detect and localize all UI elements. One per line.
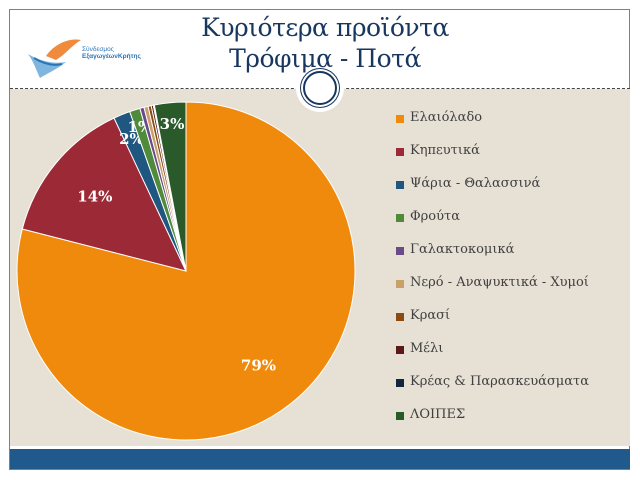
title-line1: Κυριότερα προϊόντα — [201, 13, 449, 42]
legend-swatch — [396, 115, 404, 123]
legend: Ελαιόλαδο Κηπευτικά Ψάρια - Θαλασσινά Φρούτ… — [396, 110, 589, 440]
legend-swatch — [396, 346, 404, 354]
legend-label: Νερό - Αναψυκτικά - Χυμοί — [410, 275, 589, 290]
pie-slice-1 — [21, 117, 187, 272]
logo: Σύνδεσμος ΕξαγωγέωνΚρήτης — [26, 34, 141, 80]
legend-swatch — [396, 412, 404, 420]
legend-label: Γαλακτοκομικά — [410, 242, 515, 257]
legend-swatch — [396, 280, 404, 288]
circle-ornament — [303, 71, 337, 105]
legend-label: Κηπευτικά — [410, 143, 480, 158]
pie-slice-0 — [16, 101, 356, 441]
pie-slice-9 — [153, 101, 187, 272]
legend-swatch — [396, 379, 404, 387]
legend-item: Ψάρια - Θαλασσινά — [396, 176, 589, 209]
legend-label: Φρούτα — [410, 209, 461, 224]
page-title: Κυριότερα προϊόντα Τρόφιμα - Ποτά — [160, 12, 490, 74]
legend-item: Φρούτα — [396, 209, 589, 242]
legend-swatch — [396, 247, 404, 255]
legend-item: Κηπευτικά — [396, 143, 589, 176]
title-line2: Τρόφιμα - Ποτά — [229, 44, 421, 73]
logo-text-line2: ΕξαγωγέωνΚρήτης — [82, 53, 141, 60]
legend-swatch — [396, 181, 404, 189]
legend-item: ΛΟΙΠΕΣ — [396, 407, 589, 440]
data-label-9: 3% — [160, 115, 185, 133]
legend-label: Κρέας & Παρασκευάσματα — [410, 374, 590, 389]
legend-label: Μέλι — [410, 341, 444, 356]
logo-text-line1: Σύνδεσμος — [82, 46, 114, 53]
legend-item: Ελαιόλαδο — [396, 110, 589, 143]
legend-item: Κρέας & Παρασκευάσματα — [396, 374, 589, 407]
legend-label: ΛΟΙΠΕΣ — [410, 407, 466, 422]
logo-swoosh-icon — [28, 39, 81, 78]
legend-swatch — [396, 148, 404, 156]
legend-swatch — [396, 313, 404, 321]
legend-label: Ελαιόλαδο — [410, 110, 483, 125]
legend-item: Γαλακτοκομικά — [396, 242, 589, 275]
data-label-1: 14% — [77, 188, 112, 206]
legend-label: Κρασί — [410, 308, 451, 323]
legend-label: Ψάρια - Θαλασσινά — [410, 176, 541, 191]
footer-bar — [10, 449, 630, 469]
legend-item: Νερό - Αναψυκτικά - Χυμοί — [396, 275, 589, 308]
data-label-0: 79% — [241, 356, 276, 374]
legend-item: Μέλι — [396, 341, 589, 374]
legend-item: Κρασί — [396, 308, 589, 341]
legend-swatch — [396, 214, 404, 222]
